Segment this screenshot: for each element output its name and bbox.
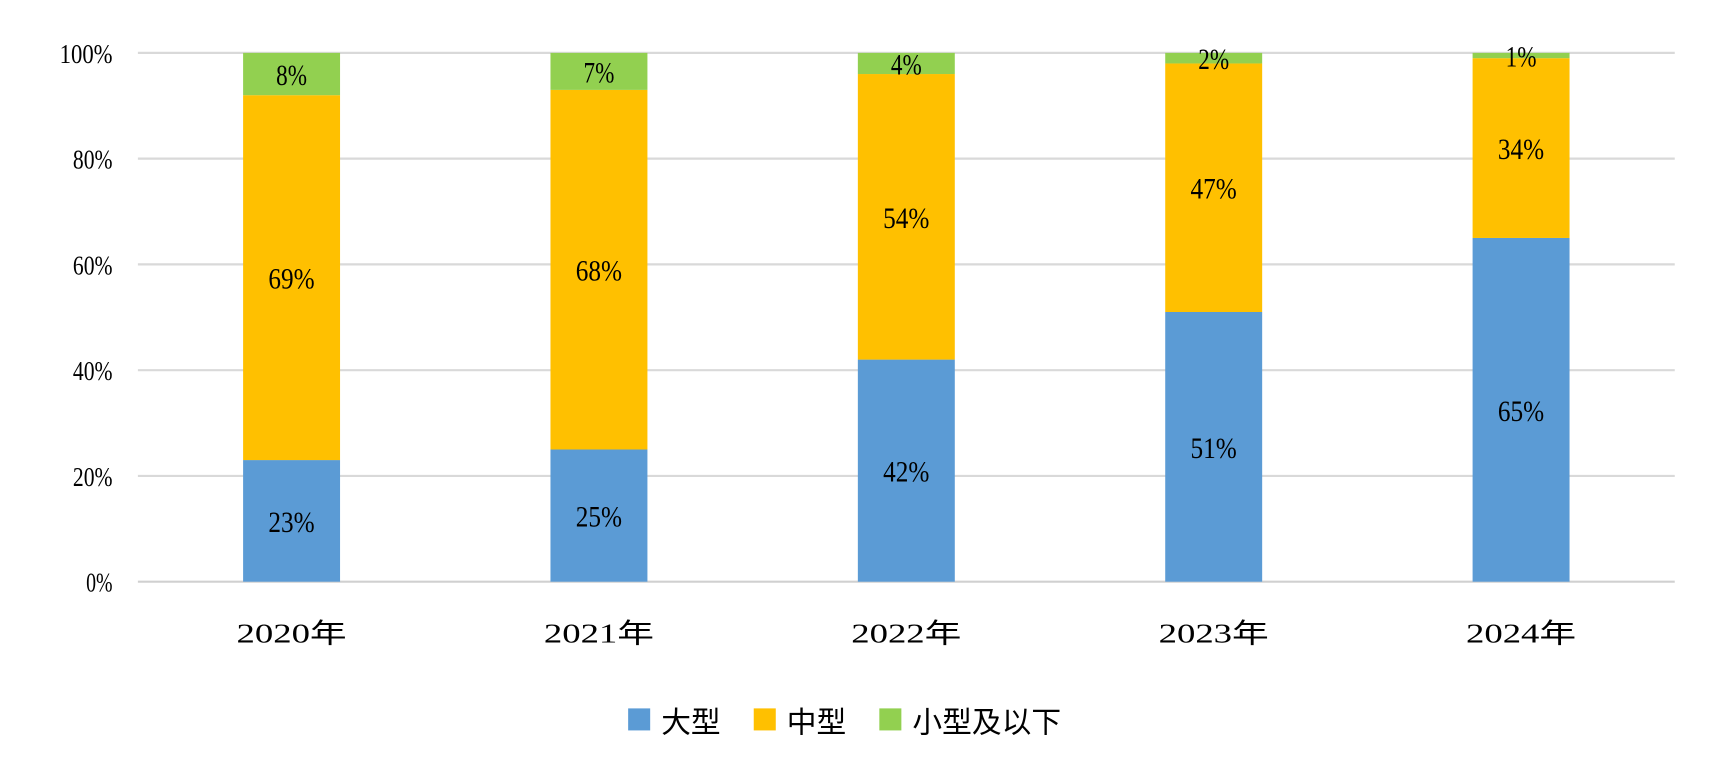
data-label: 23%: [268, 506, 314, 539]
legend-label: 大型: [661, 706, 720, 741]
x-tick-label: 2020年: [236, 617, 346, 648]
bar-segment: [857, 74, 955, 360]
legend-label: 小型及以下: [912, 706, 1061, 741]
bar-segment: [550, 52, 648, 90]
data-label: 47%: [1191, 173, 1237, 206]
data-label: 68%: [576, 255, 622, 288]
bars: 23% 69% 8% 25% 68% 7% 42% 54% 4% 51% 47% 2% 65% 34% 1%: [243, 41, 1570, 582]
data-label: 2%: [1198, 43, 1229, 76]
legend: 大型 中型 小型及以下: [628, 706, 1061, 741]
bar-segment: [243, 460, 341, 582]
y-tick-label: 100%: [60, 38, 113, 69]
data-label: 8%: [276, 59, 307, 92]
bar-segment: [857, 52, 955, 75]
bar-segment: [1472, 58, 1570, 238]
data-label: 25%: [576, 501, 622, 534]
data-label: 42%: [883, 456, 929, 489]
y-tick-label: 0%: [86, 567, 112, 598]
legend-swatch: [879, 708, 902, 731]
x-tick-label: 2023年: [1159, 617, 1269, 648]
bar-segment: [1165, 52, 1263, 64]
bar-segment: [243, 95, 341, 461]
x-axis-ticks: 2020年 2021年 2022年 2023年 2024年: [236, 617, 1576, 648]
x-tick-label: 2022年: [851, 617, 961, 648]
y-tick-label: 80%: [73, 144, 113, 175]
bar-segment: [1472, 52, 1570, 59]
data-label: 4%: [891, 48, 922, 81]
bar-segment: [1165, 312, 1263, 582]
bar-segment: [550, 449, 648, 582]
data-label: 34%: [1498, 133, 1544, 166]
y-tick-label: 20%: [73, 461, 113, 492]
bar-segment: [550, 89, 648, 450]
data-label: 1%: [1506, 41, 1537, 74]
x-tick-label: 2024年: [1466, 617, 1576, 648]
data-label: 7%: [584, 56, 615, 89]
bar-segment: [1165, 63, 1263, 312]
data-label: 69%: [268, 263, 314, 296]
data-label: 51%: [1191, 432, 1237, 465]
y-axis-ticks: 0% 20% 40% 60% 80% 100%: [60, 38, 113, 598]
data-label: 65%: [1498, 395, 1544, 428]
data-label: 54%: [883, 202, 929, 235]
y-tick-label: 40%: [73, 355, 113, 386]
x-tick-label: 2021年: [544, 617, 654, 648]
legend-swatch: [628, 708, 651, 731]
legend-swatch: [753, 708, 776, 731]
bar-segment: [243, 52, 341, 96]
bar-segment: [1472, 237, 1570, 582]
bar-segment: [857, 359, 955, 582]
y-tick-label: 60%: [73, 249, 113, 280]
legend-label: 中型: [787, 706, 846, 741]
